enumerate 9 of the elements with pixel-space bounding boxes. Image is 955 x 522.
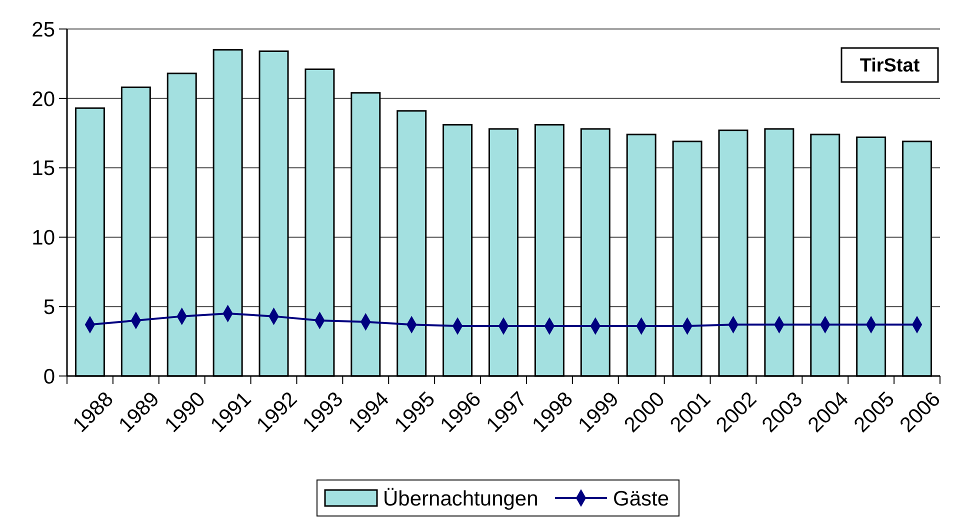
y-tick-label: 15	[32, 157, 55, 180]
y-tick-label: 0	[43, 365, 55, 388]
legend-label: Gäste	[613, 487, 670, 510]
annotation: TirStat	[860, 56, 920, 77]
y-tick-label: 25	[32, 18, 55, 42]
y-tick-label: 5	[43, 296, 55, 319]
y-tick-label: 20	[32, 88, 55, 111]
legend-label: Übernachtungen	[383, 487, 538, 510]
y-tick-label: 10	[32, 226, 55, 250]
